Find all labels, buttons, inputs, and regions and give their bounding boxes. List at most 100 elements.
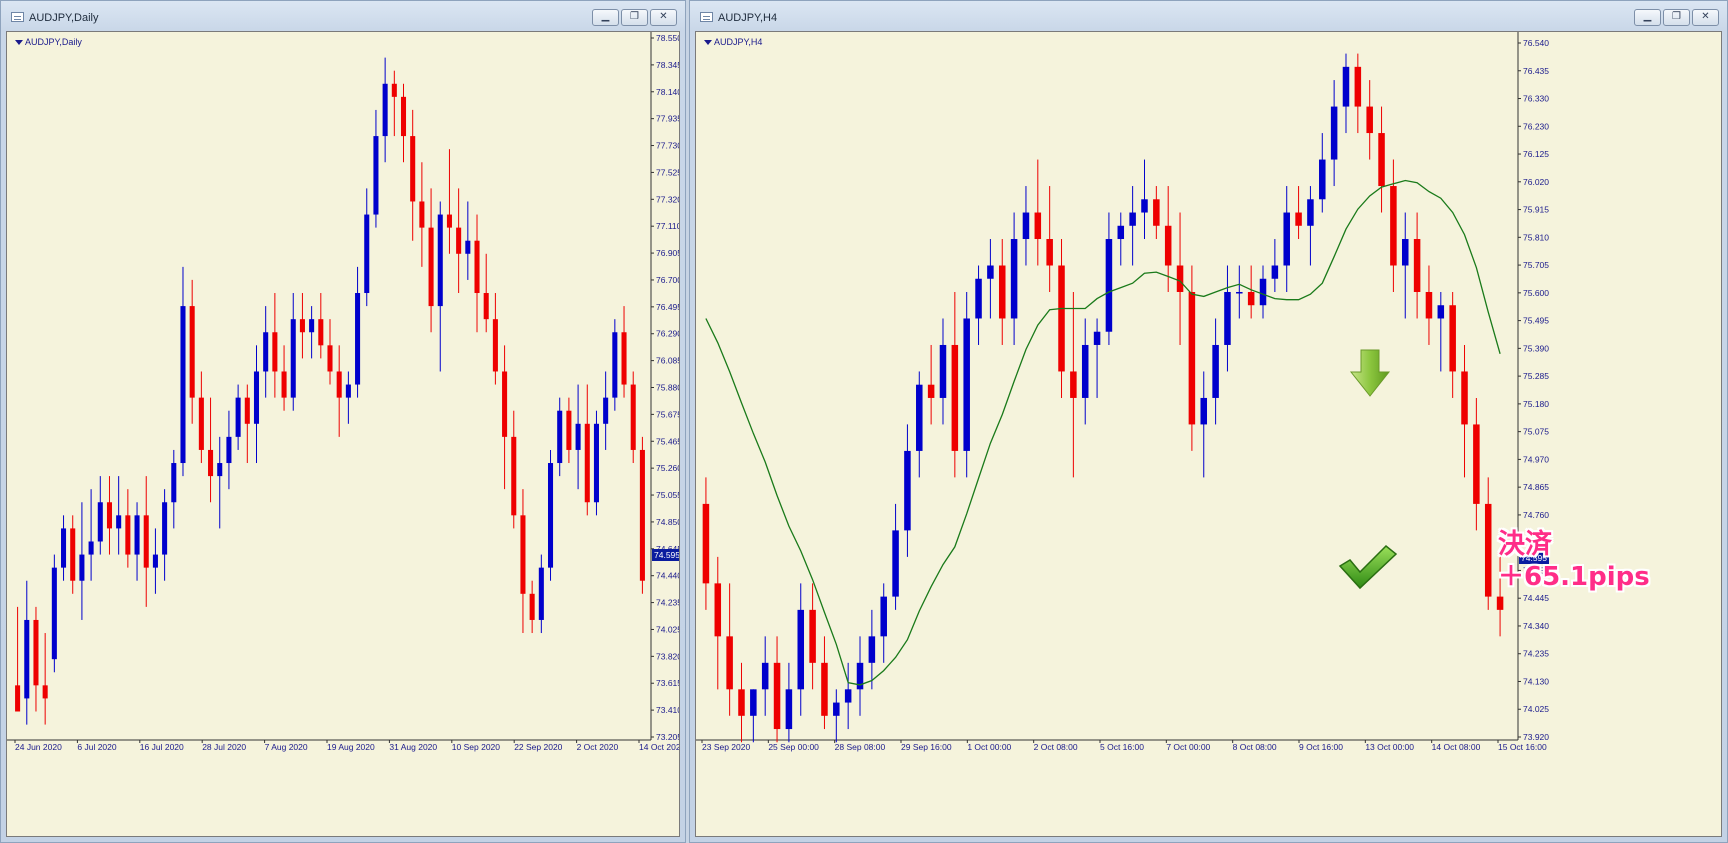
close-icon[interactable]: ✕ bbox=[1692, 9, 1719, 26]
candle-body bbox=[916, 384, 923, 451]
minimize-icon[interactable]: ▁ bbox=[1634, 9, 1661, 26]
candle-body bbox=[821, 662, 828, 716]
price-tick-label: 74.025 bbox=[1523, 704, 1549, 714]
candle-body bbox=[400, 96, 407, 137]
candle-body bbox=[547, 463, 554, 568]
candle-body bbox=[593, 423, 599, 503]
candle-body bbox=[336, 371, 342, 398]
candle-body bbox=[1081, 344, 1089, 398]
candle-body bbox=[106, 502, 113, 529]
candlestick-chart: 76.540 76.435 76.330 76.230 76.125 76.020 75.9… bbox=[696, 32, 1549, 752]
candle-body bbox=[1342, 66, 1350, 107]
candle-body bbox=[892, 530, 899, 597]
price-tick-label: 74.025 bbox=[656, 624, 680, 634]
candle-body bbox=[226, 436, 232, 464]
price-tick-label: 74.760 bbox=[1523, 510, 1549, 520]
restore-icon[interactable]: ❐ bbox=[1663, 9, 1690, 26]
price-tick-label: 74.550 bbox=[1523, 565, 1549, 575]
price-tick-label: 74.340 bbox=[1523, 621, 1549, 631]
candle-body bbox=[502, 371, 508, 437]
candle-body bbox=[904, 450, 911, 531]
candle-body bbox=[621, 332, 627, 385]
price-tick-label: 76.020 bbox=[1523, 177, 1549, 187]
candle-body bbox=[198, 397, 204, 450]
candle-body bbox=[79, 554, 85, 581]
price-tick-label: 77.110 bbox=[656, 221, 680, 231]
time-tick-label: 6 Jul 2020 bbox=[77, 742, 116, 752]
candle-body bbox=[263, 332, 269, 372]
candle-body bbox=[520, 515, 526, 594]
candle-body bbox=[726, 636, 733, 690]
chart-window-daily[interactable]: AUDJPY,Daily ▁ ❐ ✕ 78.550 78.345 78.140 77.… bbox=[0, 0, 686, 843]
time-tick-label: 5 Oct 16:00 bbox=[1100, 742, 1144, 752]
candle-body bbox=[299, 319, 305, 333]
price-tick-label: 76.125 bbox=[1523, 149, 1549, 159]
candle-body bbox=[189, 306, 195, 398]
price-tick-label: 74.645 bbox=[656, 544, 680, 554]
candle-body bbox=[373, 136, 379, 215]
candle-body bbox=[364, 214, 370, 294]
price-tick-label: 76.700 bbox=[656, 275, 680, 285]
candle-body bbox=[1307, 199, 1314, 226]
candle-body bbox=[61, 528, 67, 568]
window-titlebar[interactable]: AUDJPY,Daily ▁ ❐ ✕ bbox=[1, 1, 685, 31]
price-tick-label: 73.820 bbox=[656, 651, 680, 661]
candle-body bbox=[217, 463, 223, 477]
candle-body bbox=[474, 240, 480, 294]
candle-body bbox=[208, 449, 214, 477]
close-icon[interactable]: ✕ bbox=[650, 9, 677, 26]
price-tick-label: 76.290 bbox=[656, 329, 680, 339]
price-tick-label: 76.905 bbox=[656, 248, 680, 258]
candle-body bbox=[833, 702, 840, 716]
chart-window-icon bbox=[700, 12, 713, 22]
candle-body bbox=[1484, 503, 1492, 597]
candle-body bbox=[88, 541, 94, 555]
candle-body bbox=[171, 463, 177, 503]
time-tick-label: 2 Oct 2020 bbox=[577, 742, 619, 752]
price-tick-label: 76.085 bbox=[656, 356, 680, 366]
time-tick-label: 2 Oct 08:00 bbox=[1034, 742, 1078, 752]
minimize-icon[interactable]: ▁ bbox=[592, 9, 619, 26]
time-tick-label: 13 Oct 00:00 bbox=[1365, 742, 1414, 752]
candle-body bbox=[1105, 239, 1113, 332]
time-tick-label: 14 Oct 08:00 bbox=[1432, 742, 1481, 752]
candle-body bbox=[1058, 265, 1065, 372]
price-tick-label: 73.615 bbox=[656, 678, 680, 688]
window-titlebar[interactable]: AUDJPY,H4 ▁ ❐ ✕ bbox=[690, 1, 1727, 31]
candle-body bbox=[1496, 596, 1504, 610]
candle-body bbox=[327, 345, 333, 372]
candle-body bbox=[797, 609, 805, 690]
candle-body bbox=[1378, 133, 1385, 187]
candle-body bbox=[1271, 265, 1279, 279]
time-tick-label: 7 Oct 00:00 bbox=[1166, 742, 1210, 752]
price-tick-label: 77.730 bbox=[656, 141, 680, 151]
candle-body bbox=[152, 554, 158, 568]
candle-body bbox=[290, 319, 296, 398]
price-tick-label: 78.345 bbox=[656, 60, 680, 70]
candle-body bbox=[738, 689, 745, 716]
time-tick-label: 29 Sep 16:00 bbox=[901, 742, 952, 752]
restore-icon[interactable]: ❐ bbox=[621, 9, 648, 26]
time-tick-label: 10 Sep 2020 bbox=[452, 742, 500, 752]
price-tick-label: 75.810 bbox=[1523, 232, 1549, 242]
price-tick-label: 75.465 bbox=[656, 436, 680, 446]
price-tick-label: 73.920 bbox=[1523, 732, 1549, 742]
time-tick-label: 7 Aug 2020 bbox=[265, 742, 308, 752]
candle-body bbox=[856, 662, 864, 690]
candle-body bbox=[1390, 186, 1397, 266]
price-tick-label: 76.435 bbox=[1523, 66, 1549, 76]
candle-body bbox=[1319, 159, 1326, 200]
chart-area[interactable]: 76.540 76.435 76.330 76.230 76.125 76.020 75.9… bbox=[695, 31, 1722, 837]
candle-body bbox=[419, 201, 425, 228]
candle-body bbox=[492, 319, 498, 372]
candle-body bbox=[1046, 239, 1053, 266]
candle-body bbox=[1164, 225, 1172, 266]
chart-area[interactable]: 78.550 78.345 78.140 77.935 77.730 77.525 77.3… bbox=[6, 31, 680, 837]
chart-window-h4[interactable]: AUDJPY,H4 ▁ ❐ ✕ 76.540 76.435 76.330 76.230… bbox=[689, 0, 1728, 843]
candle-body bbox=[1354, 66, 1362, 107]
time-tick-label: 15 Oct 16:00 bbox=[1498, 742, 1547, 752]
price-tick-label: 74.850 bbox=[656, 517, 680, 527]
candle-body bbox=[42, 685, 48, 699]
candle-body bbox=[1401, 239, 1409, 266]
price-tick-label: 74.440 bbox=[656, 571, 680, 581]
